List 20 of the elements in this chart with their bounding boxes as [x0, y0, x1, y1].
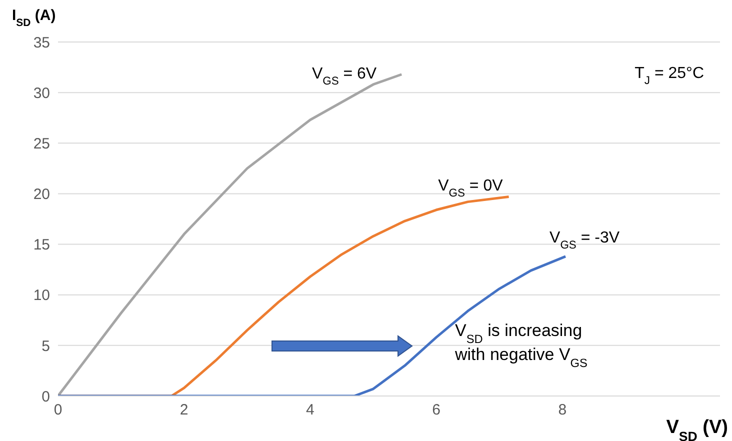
- y-tick-label: 25: [33, 135, 50, 152]
- y-tick-label: 20: [33, 186, 50, 204]
- y-tick-label: 5: [42, 338, 50, 355]
- series-label: V$_{GS}$ = 6V: [312, 65, 377, 88]
- y-tick-label: 0: [42, 388, 50, 406]
- y-tick-label: 35: [33, 34, 50, 52]
- annotation: V$_{SD}$ is increasing with negative V$_{GS}$: [454, 321, 588, 370]
- x-tick-label: 8: [558, 402, 567, 419]
- x-tick-label: 6: [432, 402, 440, 419]
- x-axis-title: V$_{SD}$ (V): [666, 417, 728, 441]
- series-label: V$_{GS}$ = 0V: [438, 178, 504, 200]
- x-tick-label: 0: [54, 402, 62, 419]
- y-tick-label: 15: [33, 236, 50, 254]
- y-tick-label: 30: [33, 84, 50, 102]
- y-tick-label: 10: [33, 287, 50, 304]
- y-axis-title: I$_{SD}$ (A): [12, 7, 56, 29]
- x-tick-label: 4: [306, 402, 314, 419]
- x-tick-label: 2: [180, 402, 188, 419]
- series-label: V$_{GS}$ = -3V: [550, 229, 620, 252]
- annotation: T$_{J}$ = 25°C: [634, 65, 704, 87]
